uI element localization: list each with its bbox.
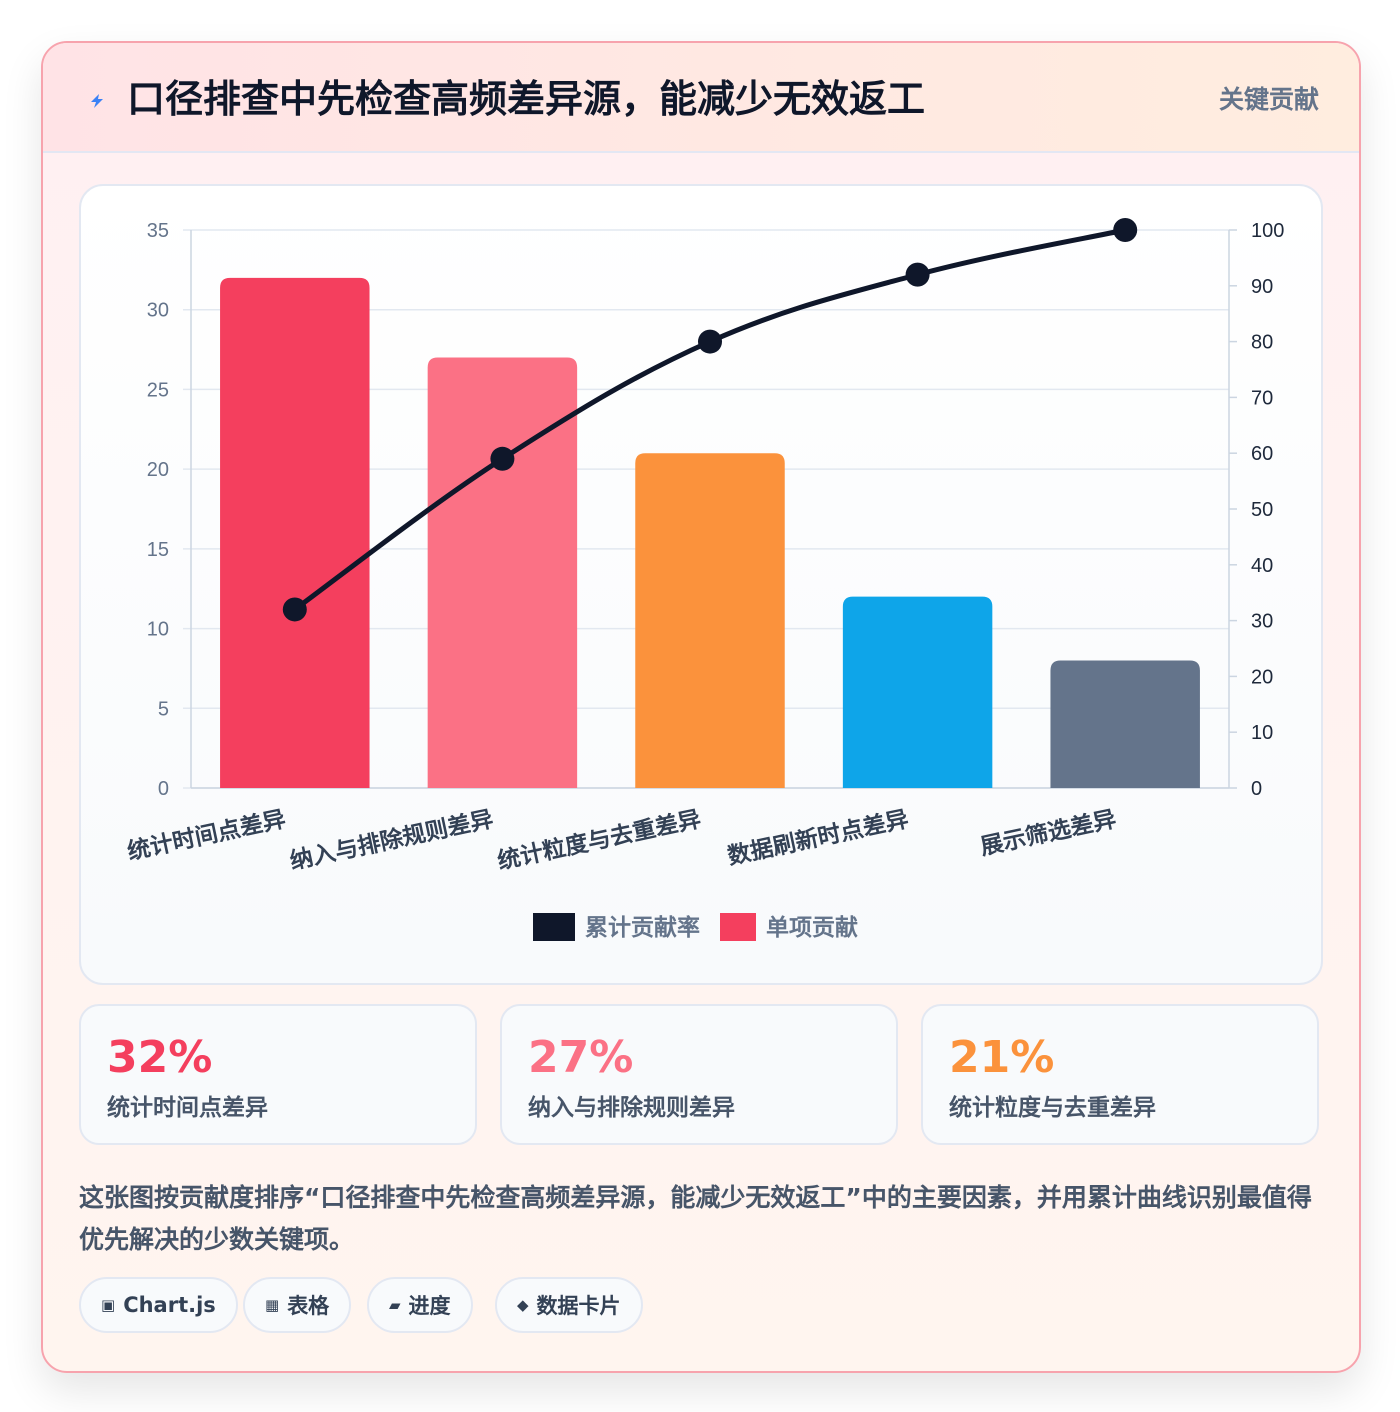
y-left-tick-label: 10 — [147, 619, 169, 641]
bar-5 — [1050, 660, 1200, 788]
tag-label: Chart.js — [123, 1293, 216, 1317]
page-title: 口径排查中先检查高频差异源，能减少无效返工 — [127, 77, 926, 121]
legend-label: 单项贡献 — [766, 915, 858, 941]
y-left-tick-label: 35 — [147, 220, 169, 242]
diamond-icon: ◆ — [517, 1296, 529, 1314]
stat-card-3: 21% 统计粒度与去重差异 — [921, 1004, 1319, 1145]
stat-value-2: 27% — [528, 1032, 634, 1083]
x-tick-label: 纳入与排除规则差异 — [288, 805, 496, 874]
x-tick-label: 数据刷新时点差异 — [725, 805, 911, 870]
cumulative-point-3 — [698, 329, 722, 354]
y-right-tick-label: 80 — [1251, 332, 1273, 354]
y-right-tick-label: 10 — [1251, 722, 1273, 744]
y-left-tick-label: 20 — [147, 459, 169, 481]
card-header: 口径排查中先检查高频差异源，能减少无效返工 关键贡献 — [43, 43, 1359, 153]
pareto-chart: 0 5 10 15 20 25 30 35 0 10 20 30 40 50 60 70 80 90 100 统计时间… — [125, 218, 1284, 941]
tag-chartjs[interactable]: ▣ Chart.js — [79, 1277, 238, 1333]
y-left-tick-label: 15 — [147, 539, 169, 561]
cumulative-point-1 — [282, 597, 307, 622]
y-right-tick-label: 50 — [1251, 499, 1273, 521]
bar-3 — [635, 453, 785, 788]
y-right-tick-label: 70 — [1251, 387, 1273, 409]
stat-card-2: 27% 纳入与排除规则差异 — [500, 1004, 898, 1145]
stat-label-1: 统计时间点差异 — [107, 1095, 268, 1121]
stat-value-1: 32% — [107, 1032, 213, 1083]
table-icon: ▦ — [265, 1296, 280, 1314]
y-right-tick-label: 90 — [1251, 276, 1273, 298]
legend-swatch — [720, 913, 756, 941]
chart-description: 这张图按贡献度排序“口径排查中先检查高频差异源，能减少无效返工”中的主要因素，并… — [79, 1183, 1312, 1254]
bar-2 — [427, 357, 578, 788]
x-tick-label: 统计时间点差异 — [125, 805, 288, 865]
y-right-tick-label: 20 — [1251, 666, 1273, 688]
stat-value-3: 21% — [949, 1032, 1055, 1083]
tag-progress[interactable]: ▰ 进度 — [367, 1277, 473, 1333]
cumulative-point-5 — [1113, 218, 1138, 242]
y-right-tick-label: 30 — [1251, 611, 1273, 633]
y-right-tick-label: 60 — [1251, 443, 1273, 465]
tag-label: 进度 — [408, 1294, 451, 1318]
x-tick-label: 展示筛选差异 — [978, 805, 1119, 860]
stat-card-1: 32% 统计时间点差异 — [79, 1004, 477, 1145]
tag-table[interactable]: ▦ 表格 — [243, 1277, 352, 1333]
y-left-tick-label: 30 — [147, 300, 169, 322]
legend-swatch — [533, 913, 575, 941]
stat-label-2: 纳入与排除规则差异 — [528, 1095, 735, 1121]
tag-label: 表格 — [287, 1294, 330, 1318]
x-tick-label: 统计粒度与去重差异 — [495, 805, 703, 874]
lightning-icon — [87, 93, 107, 113]
y-left-tick-label: 0 — [158, 778, 169, 800]
stat-label-3: 统计粒度与去重差异 — [949, 1095, 1156, 1121]
y-right-tick-label: 0 — [1251, 778, 1262, 800]
chart-container: 0 5 10 15 20 25 30 35 0 10 20 30 40 50 60 70 80 90 100 统计时间… — [79, 184, 1323, 985]
y-left-tick-label: 25 — [147, 379, 169, 401]
progress-icon: ▰ — [389, 1296, 401, 1314]
y-right-tick-label: 40 — [1251, 555, 1273, 577]
cumulative-point-4 — [905, 262, 930, 287]
y-right-tick-label: 100 — [1251, 220, 1284, 242]
cumulative-point-2 — [490, 446, 515, 471]
legend-label: 累计贡献率 — [585, 914, 700, 941]
tag-label: 数据卡片 — [536, 1294, 621, 1318]
y-left-tick-label: 5 — [158, 698, 169, 720]
bar-4 — [842, 596, 993, 788]
chart-icon: ▣ — [101, 1296, 116, 1314]
header-tag: 关键贡献 — [1218, 85, 1319, 114]
bar-1 — [220, 277, 370, 788]
tag-data-card[interactable]: ◆ 数据卡片 — [495, 1277, 643, 1333]
